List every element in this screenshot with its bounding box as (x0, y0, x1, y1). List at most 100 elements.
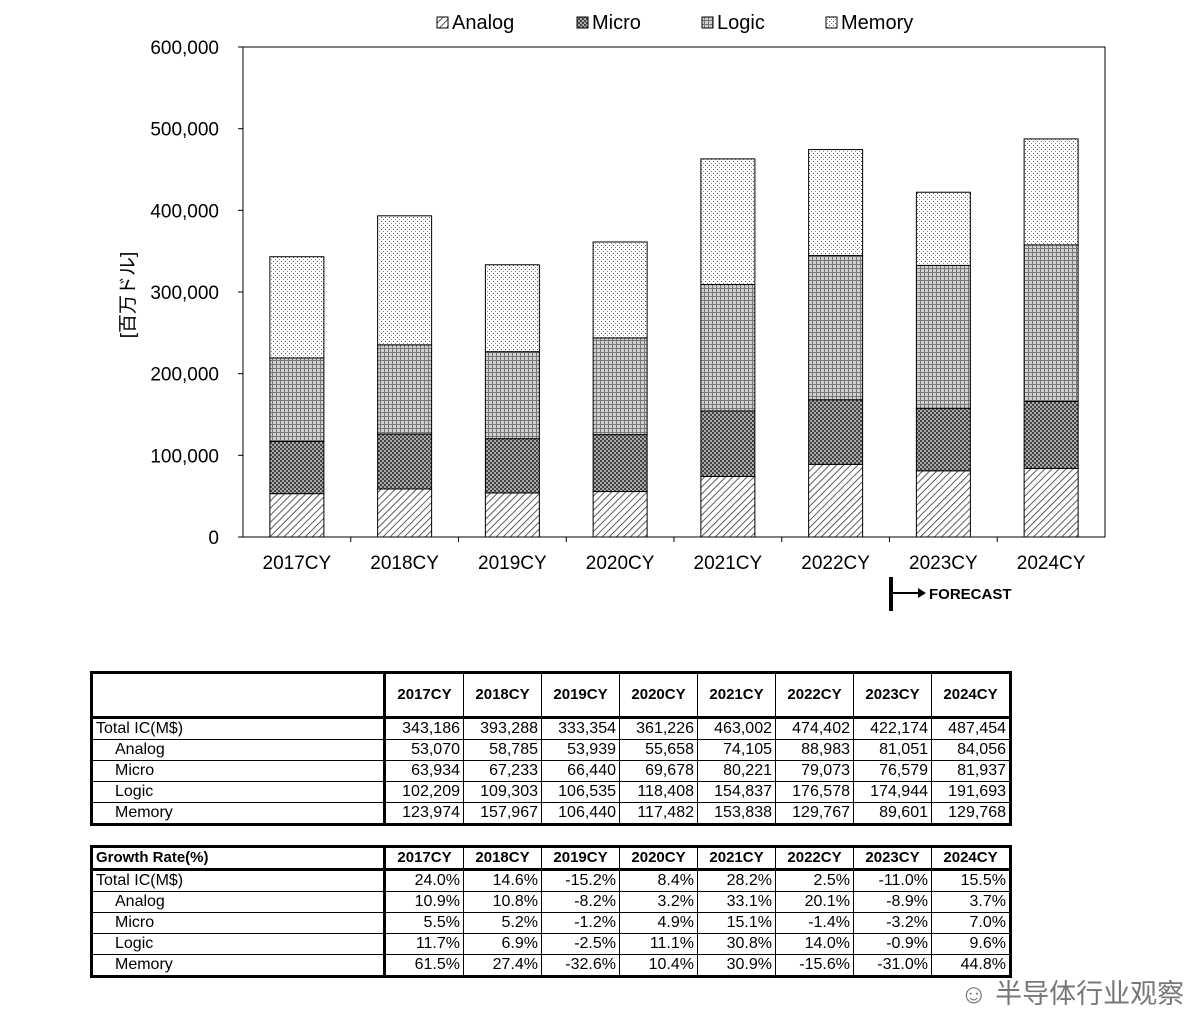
table-cell: 53,939 (541, 739, 620, 761)
table-cell: 10.8% (463, 891, 542, 913)
column-header: 2018CY (463, 672, 542, 719)
table-header-label: Growth Rate(%) (91, 846, 386, 871)
table-cell: 15.5% (931, 869, 1011, 892)
bar-memory-2024CY (1023, 138, 1079, 246)
column-header: 2024CY (931, 672, 1011, 719)
bar-memory-2019CY (484, 264, 540, 353)
table-cell: -32.6% (541, 954, 620, 977)
y-axis-label: [百万ドル] (118, 252, 139, 339)
plot-area (242, 46, 1106, 538)
table-cell: 53,070 (384, 739, 464, 761)
table-cell: 10.9% (384, 891, 464, 913)
table-cell: 27.4% (463, 954, 542, 977)
bar-logic-2020CY (592, 337, 648, 436)
table-cell: 157,967 (463, 802, 542, 825)
column-header: 2023CY (853, 672, 932, 719)
bar-analog-2021CY (700, 475, 756, 538)
row-label: Logic (91, 781, 386, 803)
bar-memory-2022CY (808, 149, 864, 257)
table-cell: 79,073 (775, 760, 854, 782)
row-label: Total IC(M$) (91, 869, 386, 892)
table-cell: 191,693 (931, 781, 1011, 803)
forecast-marker: FORECAST (889, 577, 1012, 611)
legend-label: Micro (592, 12, 641, 34)
bar-analog-2018CY (377, 488, 433, 538)
table-row: Analog 10.9% 10.8% -8.2% 3.2% 33.1% 20.1% -8.9%… (91, 891, 1011, 913)
legend-item-logic: Logic (701, 12, 765, 34)
legend-item-analog: Analog (436, 12, 514, 34)
table-cell: 81,051 (853, 739, 932, 761)
stacked-bar-chart: 0 100,000 200,000 300,000 400,000 500,000 600,… (118, 12, 1106, 611)
legend-swatch (436, 16, 449, 29)
table-cell: 84,056 (931, 739, 1011, 761)
row-label: Memory (91, 954, 386, 977)
table-cell: 2.5% (775, 869, 854, 892)
table-cell: -31.0% (853, 954, 932, 977)
table-cell: 5.2% (463, 912, 542, 934)
table-cell: 422,174 (853, 717, 932, 740)
table-cell: 66,440 (541, 760, 620, 782)
wechat-logo-icon: ☺ (960, 979, 988, 1009)
table-cell: 15.1% (697, 912, 776, 934)
table-cell: 463,002 (697, 717, 776, 740)
table-cell: -8.2% (541, 891, 620, 913)
column-header: 2018CY (463, 846, 542, 871)
bar-micro-2018CY (377, 433, 433, 490)
x-tick-label: 2022CY (801, 553, 870, 574)
legend-label: Analog (452, 12, 514, 34)
bar-micro-2024CY (1023, 400, 1079, 469)
x-tick-label: 2021CY (694, 553, 763, 574)
table-cell: 69,678 (619, 760, 698, 782)
table-cell: 33.1% (697, 891, 776, 913)
watermark: ☺ 半导体行业观察 (960, 979, 1184, 1009)
row-label: Total IC(M$) (91, 717, 386, 740)
column-header: 2019CY (541, 672, 620, 719)
bar-analog-2023CY (915, 470, 971, 538)
y-tick-label: 600,000 (150, 38, 219, 59)
table-cell: 28.2% (697, 869, 776, 892)
growth-rate-table: Growth Rate(%) 2017CY 2018CY 2019CY 2020CY 20… (90, 845, 1012, 978)
table-cell: 58,785 (463, 739, 542, 761)
table-cell: 89,601 (853, 802, 932, 825)
bar-micro-2017CY (269, 440, 325, 495)
row-label: Micro (91, 760, 386, 782)
column-header: 2020CY (619, 846, 698, 871)
table-cell: 4.9% (619, 912, 698, 934)
table-row: Memory 61.5% 27.4% -32.6% 10.4% 30.9% -15.6% -3… (91, 954, 1011, 977)
table-cell: 393,288 (463, 717, 542, 740)
column-header: 2021CY (697, 846, 776, 871)
table-cell: 74,105 (697, 739, 776, 761)
bar-micro-2023CY (915, 407, 971, 472)
table-cell: 55,658 (619, 739, 698, 761)
bar-micro-2019CY (484, 438, 540, 494)
table-cell: 129,768 (931, 802, 1011, 825)
table-cell: -3.2% (853, 912, 932, 934)
table-cell: 80,221 (697, 760, 776, 782)
bar-memory-2021CY (700, 158, 756, 286)
x-tick-label: 2018CY (370, 553, 439, 574)
x-tick-label: 2024CY (1017, 553, 1086, 574)
x-tick-label: 2017CY (263, 553, 332, 574)
column-header: 2021CY (697, 672, 776, 719)
table-row: Memory 123,974 157,967 106,440 117,482 153,83… (91, 802, 1011, 825)
table-cell: 174,944 (853, 781, 932, 803)
y-tick-label: 300,000 (150, 283, 219, 304)
table-row: Total IC(M$) 24.0% 14.6% -15.2% 8.4% 28.2% 2.5… (91, 869, 1011, 892)
table-cell: 3.7% (931, 891, 1011, 913)
bar-logic-2021CY (700, 284, 756, 412)
y-tick-label: 400,000 (150, 201, 219, 222)
table-cell: -15.6% (775, 954, 854, 977)
column-header: 2017CY (384, 672, 464, 719)
bar-analog-2024CY (1023, 467, 1079, 538)
table-cell: 30.8% (697, 933, 776, 955)
column-header: 2019CY (541, 846, 620, 871)
table-cell: 76,579 (853, 760, 932, 782)
table-cell: 5.5% (384, 912, 464, 934)
legend-item-memory: Memory (825, 12, 913, 34)
table-cell: 118,408 (619, 781, 698, 803)
table-cell: 109,303 (463, 781, 542, 803)
table-cell: 176,578 (775, 781, 854, 803)
table-cell: 106,440 (541, 802, 620, 825)
table-cell: 44.8% (931, 954, 1011, 977)
table-cell: -15.2% (541, 869, 620, 892)
